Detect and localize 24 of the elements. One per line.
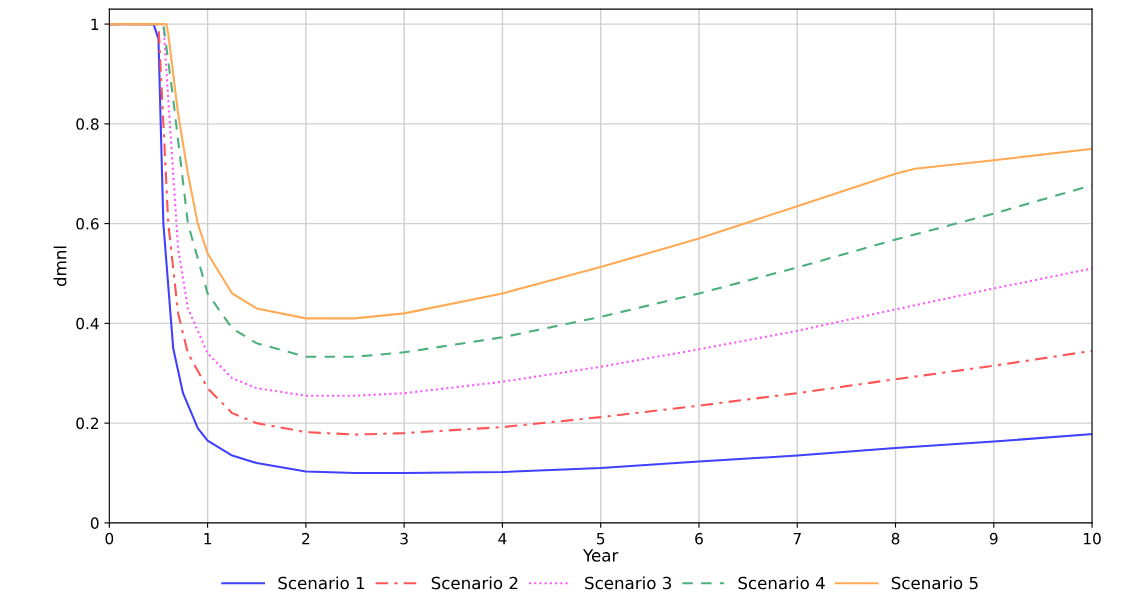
- y-tick-label: 1: [91, 18, 99, 30]
- legend-label: Scenario 5: [891, 576, 978, 590]
- y-tick-label: 0.2: [76, 417, 99, 430]
- x-tick-label: 10: [1084, 532, 1101, 545]
- x-tick-label: 2: [302, 532, 310, 545]
- x-axis-title: Year: [583, 549, 619, 562]
- x-tick-label: 0: [105, 532, 114, 545]
- legend-label: Scenario 4: [738, 576, 825, 590]
- y-tick-label: 0: [90, 517, 99, 529]
- x-tick-label: 4: [498, 533, 507, 545]
- legend-label: Scenario 1: [278, 576, 365, 590]
- x-tick-label: 8: [891, 532, 900, 545]
- x-tick-label: 3: [400, 532, 408, 545]
- y-tick-label: 0.8: [76, 118, 99, 130]
- legend-label: Scenario 3: [585, 576, 672, 590]
- y-axis-title: dmnl: [53, 246, 67, 287]
- x-tick-label: 7: [793, 533, 801, 545]
- x-tick-label: 5: [597, 533, 605, 545]
- y-tick-label: 0.6: [76, 218, 99, 230]
- y-tick-label: 0.4: [76, 317, 99, 330]
- x-tick-label: 9: [989, 532, 998, 545]
- x-tick-label: 6: [695, 532, 703, 545]
- x-tick-label: 1: [204, 533, 212, 545]
- legend-label: Scenario 2: [431, 576, 518, 590]
